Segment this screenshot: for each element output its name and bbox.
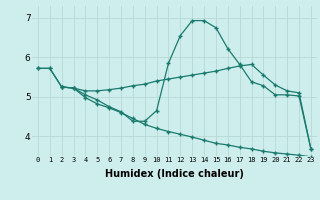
X-axis label: Humidex (Indice chaleur): Humidex (Indice chaleur) (105, 169, 244, 179)
